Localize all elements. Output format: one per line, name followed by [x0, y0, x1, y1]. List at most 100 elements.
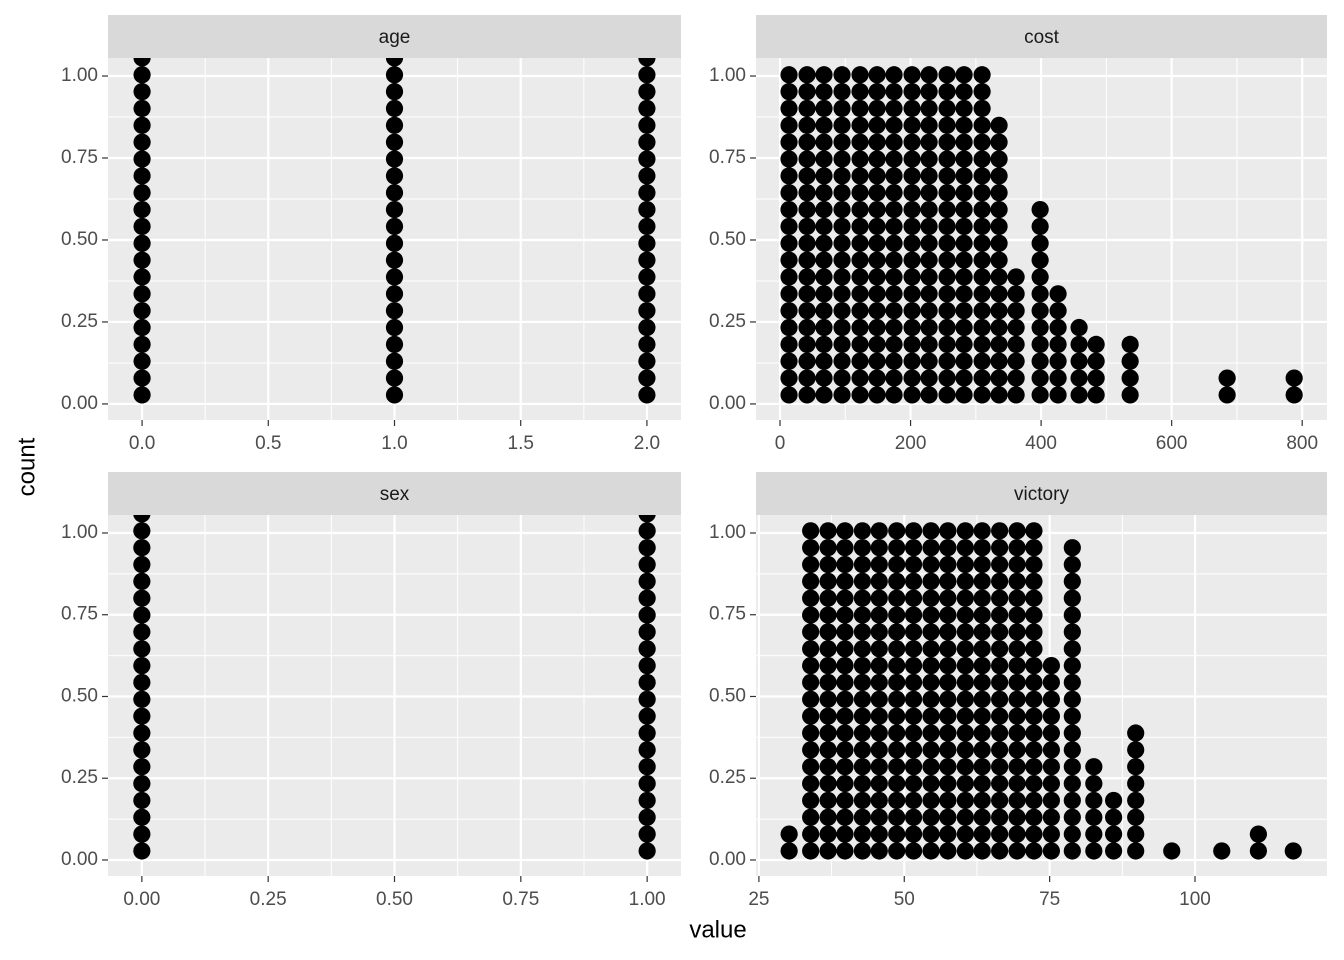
dot: [1063, 606, 1081, 624]
dot: [780, 217, 798, 236]
dot: [973, 133, 991, 151]
dot: [833, 234, 851, 252]
dot: [1042, 842, 1060, 860]
dot: [1025, 825, 1043, 843]
dot: [385, 66, 404, 84]
dot: [973, 150, 991, 168]
dot: [1070, 369, 1088, 387]
dot: [851, 167, 869, 185]
dot: [780, 116, 798, 134]
dot: [991, 758, 1009, 776]
dot: [955, 217, 973, 236]
dot: [938, 184, 956, 202]
dot: [904, 572, 923, 590]
dot: [888, 555, 906, 574]
dot: [1127, 741, 1145, 759]
dot: [1025, 522, 1043, 540]
dot: [1025, 724, 1043, 742]
dot: [802, 774, 820, 793]
dot: [955, 234, 973, 252]
dot: [868, 133, 886, 151]
dot: [990, 352, 1008, 370]
dot: [956, 707, 974, 725]
dot: [888, 842, 906, 860]
dot: [385, 234, 404, 252]
dot: [956, 539, 974, 557]
dot: [938, 234, 956, 252]
dot: [638, 83, 656, 101]
dot: [955, 268, 973, 286]
dot: [1085, 791, 1103, 810]
dot: [853, 539, 872, 557]
dot: [920, 167, 938, 185]
dot: [939, 640, 957, 658]
dot: [1007, 352, 1025, 370]
dot: [938, 150, 956, 168]
dot: [973, 572, 991, 590]
dot: [904, 724, 923, 742]
dot: [851, 285, 869, 303]
dot: [973, 268, 991, 286]
dot: [833, 352, 851, 370]
y-tick-label: 0.25: [61, 767, 98, 788]
dot: [888, 572, 906, 590]
dot: [638, 572, 656, 590]
dot: [780, 386, 798, 404]
dot: [836, 673, 854, 692]
dot: [1008, 741, 1026, 759]
dot: [922, 623, 940, 641]
dot: [851, 234, 869, 252]
dot: [920, 66, 938, 84]
dot: [853, 758, 872, 776]
dot: [991, 791, 1009, 810]
dot: [903, 150, 921, 168]
dot: [133, 335, 151, 353]
dot: [836, 808, 854, 826]
dot: [836, 791, 854, 810]
dot: [385, 335, 404, 353]
dot: [938, 200, 956, 219]
dot: [133, 116, 151, 134]
dot: [836, 690, 854, 708]
dot: [955, 116, 973, 134]
dot: [920, 83, 938, 101]
dot: [1008, 539, 1026, 557]
dot: [133, 724, 151, 742]
dot: [939, 724, 957, 742]
dot: [851, 369, 869, 387]
y-tick-label: 0.75: [61, 147, 98, 168]
dot: [868, 386, 886, 404]
dot: [991, 724, 1009, 742]
dot: [638, 251, 656, 269]
dot: [1008, 673, 1026, 692]
dot: [833, 335, 851, 353]
dot: [920, 285, 938, 303]
dot: [133, 234, 151, 252]
dot: [973, 707, 991, 725]
dot: [990, 369, 1008, 387]
dot: [802, 572, 820, 590]
dot: [956, 842, 974, 860]
dot: [920, 302, 938, 320]
dot: [888, 758, 906, 776]
dot: [1008, 707, 1026, 725]
dot: [991, 707, 1009, 725]
dot: [868, 167, 886, 185]
dot: [836, 724, 854, 742]
dot: [922, 808, 940, 826]
y-tick-label: 0.50: [61, 685, 98, 706]
dot: [1025, 774, 1043, 793]
dot: [1031, 335, 1049, 353]
dot: [1249, 842, 1267, 860]
dot: [939, 825, 957, 843]
dot: [815, 318, 833, 337]
dot: [973, 791, 991, 810]
dot: [798, 285, 816, 303]
dot: [885, 167, 903, 185]
dot: [638, 217, 656, 236]
dot: [955, 251, 973, 269]
dot: [638, 234, 656, 252]
dot: [1025, 555, 1043, 574]
dot: [868, 285, 886, 303]
